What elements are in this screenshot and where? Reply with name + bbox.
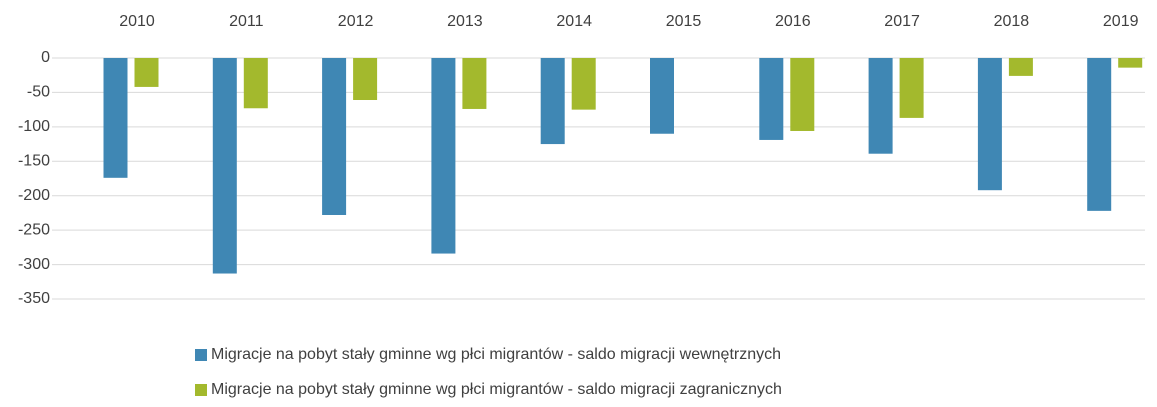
bar bbox=[790, 58, 815, 131]
y-tick-label: -350 bbox=[18, 290, 50, 307]
bar bbox=[540, 58, 565, 145]
legend-label: Migracje na pobyt stały gminne wg płci m… bbox=[211, 381, 782, 398]
x-tick-label: 2017 bbox=[884, 13, 920, 30]
y-tick-label: -250 bbox=[18, 221, 50, 238]
bar bbox=[977, 58, 1002, 191]
legend-swatch bbox=[195, 384, 207, 396]
bar bbox=[103, 58, 128, 178]
bar bbox=[462, 58, 487, 109]
bar bbox=[868, 58, 893, 154]
x-tick-label: 2010 bbox=[119, 13, 155, 30]
x-tick-label: 2014 bbox=[556, 13, 592, 30]
legend-swatch bbox=[195, 349, 207, 361]
bar bbox=[1087, 58, 1112, 211]
bar bbox=[1008, 58, 1033, 76]
x-tick-label: 2015 bbox=[666, 13, 702, 30]
y-tick-label: -200 bbox=[18, 187, 50, 204]
bar bbox=[322, 58, 347, 215]
bar bbox=[1118, 58, 1143, 68]
bar bbox=[431, 58, 456, 254]
bar bbox=[134, 58, 159, 87]
bar bbox=[243, 58, 268, 109]
legend-label: Migracje na pobyt stały gminne wg płci m… bbox=[211, 346, 781, 363]
y-tick-label: 0 bbox=[41, 49, 50, 66]
bar bbox=[571, 58, 596, 110]
bar bbox=[212, 58, 237, 274]
x-tick-label: 2011 bbox=[229, 13, 264, 30]
bar bbox=[650, 58, 674, 134]
y-tick-label: -150 bbox=[18, 153, 50, 170]
bar bbox=[899, 58, 924, 118]
x-tick-label: 2012 bbox=[338, 13, 374, 30]
bar bbox=[353, 58, 378, 101]
x-tick-label: 2019 bbox=[1103, 13, 1139, 30]
x-tick-label: 2016 bbox=[775, 13, 811, 30]
y-tick-label: -300 bbox=[18, 256, 50, 273]
x-tick-label: 2018 bbox=[994, 13, 1030, 30]
y-tick-label: -50 bbox=[27, 84, 50, 101]
bar bbox=[759, 58, 784, 140]
y-tick-label: -100 bbox=[18, 118, 50, 135]
x-tick-label: 2013 bbox=[447, 13, 483, 30]
